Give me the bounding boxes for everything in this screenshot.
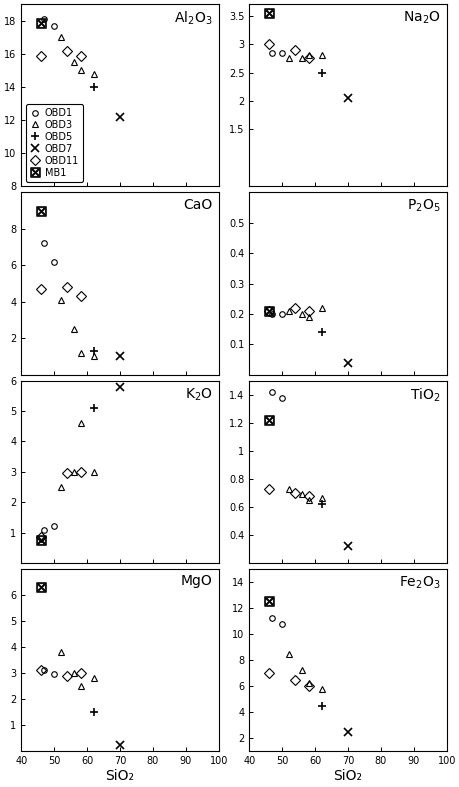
X-axis label: SiO₂: SiO₂ (105, 769, 134, 783)
Text: P$_2$O$_5$: P$_2$O$_5$ (406, 198, 440, 214)
Text: Na$_2$O: Na$_2$O (402, 9, 440, 26)
Legend: OBD1, OBD3, OBD5, OBD7, OBD11, MB1: OBD1, OBD3, OBD5, OBD7, OBD11, MB1 (26, 104, 83, 182)
X-axis label: SiO₂: SiO₂ (333, 769, 362, 783)
Text: CaO: CaO (183, 198, 213, 212)
Text: K$_2$O: K$_2$O (185, 386, 213, 402)
Text: Fe$_2$O$_3$: Fe$_2$O$_3$ (398, 575, 440, 591)
Text: TiO$_2$: TiO$_2$ (409, 386, 440, 404)
Text: MgO: MgO (181, 575, 213, 589)
Text: Al$_2$O$_3$: Al$_2$O$_3$ (174, 9, 213, 27)
